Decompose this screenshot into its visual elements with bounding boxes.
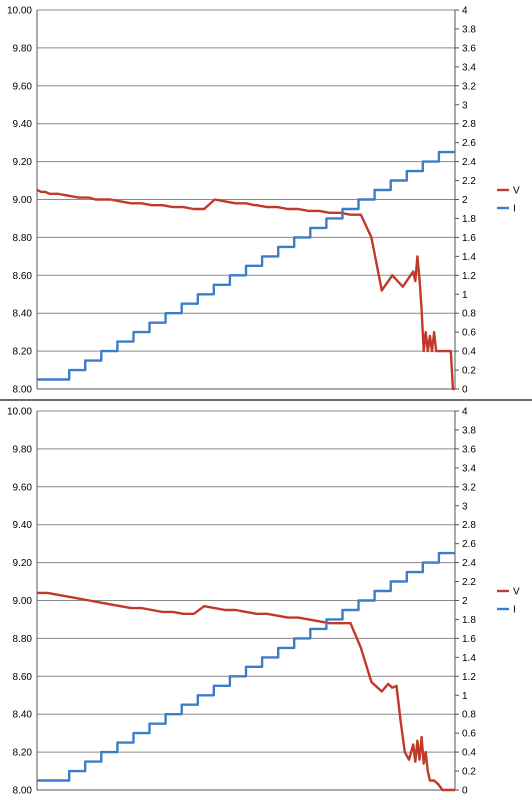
y-right-tick-label: 3.6 — [462, 43, 476, 54]
y-left-tick-label: 9.00 — [13, 195, 33, 206]
y-right-tick-label: 3.2 — [462, 81, 476, 92]
y-right-tick-label: 2.8 — [462, 119, 476, 130]
y-right-tick-label: 2.4 — [462, 558, 476, 569]
y-left-tick-label: 9.60 — [13, 482, 33, 493]
y-right-tick-label: 1.6 — [462, 634, 476, 645]
y-right-tick-label: 0.8 — [462, 309, 476, 320]
y-left-tick-label: 8.60 — [13, 672, 33, 683]
y-right-tick-label: 1.6 — [462, 233, 476, 244]
chart-panel-top: 8.00 8.20 8.40 8.60 8.80 9.00 9.20 9.40 9.60 9.80… — [0, 0, 532, 399]
y-left-tick-label: 9.20 — [13, 157, 33, 168]
y-right-tick-label: 3.8 — [462, 24, 476, 35]
chart-top-svg: 8.00 8.20 8.40 8.60 8.80 9.00 9.20 9.40 9.60 9.80… — [7, 6, 520, 396]
y-right-tick-label: 0.8 — [462, 710, 476, 721]
y-left-tick-label: 8.40 — [13, 710, 33, 721]
y-right-tick-label: 0.2 — [462, 767, 476, 778]
y-right-tick-label: 0.4 — [462, 748, 476, 759]
y-left-tick-label: 9.80 — [13, 43, 33, 54]
y-left-tick-label: 8.00 — [13, 786, 33, 797]
chart-bottom-svg: 8.00 8.20 8.40 8.60 8.80 9.00 9.20 9.40 9.60 9.80… — [7, 407, 520, 797]
y-left-tick-label: 8.60 — [13, 271, 33, 282]
legend-label-v: V — [513, 587, 520, 598]
series-line-v — [36, 188, 455, 391]
y-right-tick-label: 0.2 — [462, 366, 476, 377]
y-right-tick-label: 2.4 — [462, 157, 476, 168]
y-right-tick-label: 3.8 — [462, 425, 476, 436]
series-line-i — [37, 150, 455, 381]
y-right-tick-label: 2.6 — [462, 539, 476, 550]
y-left-tick-label: 8.40 — [13, 309, 33, 320]
y-right-tick-label: 0 — [462, 786, 468, 797]
y-right-tick-label: 3.4 — [462, 463, 476, 474]
y-right-tick-label: 2.2 — [462, 577, 476, 588]
y-right-tick-label: 0 — [462, 385, 468, 396]
y-right-tick-label: 3 — [462, 501, 468, 512]
y-left-tick-label: 9.20 — [13, 558, 33, 569]
y-right-tick-label: 2.2 — [462, 176, 476, 187]
y-right-tick-label: 2.6 — [462, 138, 476, 149]
y-left-tick-label: 10.00 — [7, 407, 32, 418]
y-right-tick-label: 1 — [462, 691, 468, 702]
legend-label-v: V — [513, 186, 520, 197]
chart-panel-bottom: 8.00 8.20 8.40 8.60 8.80 9.00 9.20 9.40 9.60 9.80… — [0, 401, 532, 800]
y-left-tick-label: 9.60 — [13, 81, 33, 92]
y-right-tick-label: 0.6 — [462, 729, 476, 740]
y-right-tick-label: 2.8 — [462, 520, 476, 531]
y-right-tick-label: 4 — [462, 407, 468, 418]
y-left-tick-label: 8.00 — [13, 385, 33, 396]
y-right-tick-label: 1.2 — [462, 672, 476, 683]
y-right-tick-label: 0.6 — [462, 328, 476, 339]
legend-label-i: I — [513, 605, 516, 616]
y-left-tick-label: 9.40 — [13, 119, 33, 130]
series-line-v — [37, 591, 455, 792]
y-right-tick-label: 1 — [462, 290, 468, 301]
y-right-tick-label: 0.4 — [462, 347, 476, 358]
y-right-tick-label: 4 — [462, 6, 468, 17]
y-right-tick-label: 3 — [462, 100, 468, 111]
panel-divider — [0, 399, 532, 401]
y-right-tick-label: 1.8 — [462, 214, 476, 225]
y-right-tick-label: 3.2 — [462, 482, 476, 493]
y-right-tick-label: 3.4 — [462, 62, 476, 73]
y-left-tick-label: 8.80 — [13, 634, 33, 645]
legend-label-i: I — [513, 204, 516, 215]
y-right-tick-label: 3.6 — [462, 444, 476, 455]
series-line-i — [37, 551, 455, 782]
y-left-tick-label: 9.00 — [13, 596, 33, 607]
y-right-tick-label: 2 — [462, 596, 468, 607]
y-left-tick-label: 10.00 — [7, 6, 32, 17]
y-right-tick-label: 1.4 — [462, 653, 476, 664]
y-left-tick-label: 9.80 — [13, 444, 33, 455]
y-left-tick-label: 9.40 — [13, 520, 33, 531]
y-right-tick-label: 1.8 — [462, 615, 476, 626]
y-right-tick-label: 1.2 — [462, 271, 476, 282]
y-left-tick-label: 8.20 — [13, 347, 33, 358]
y-right-tick-label: 2 — [462, 195, 468, 206]
y-right-tick-label: 1.4 — [462, 252, 476, 263]
y-left-tick-label: 8.20 — [13, 748, 33, 759]
y-left-tick-label: 8.80 — [13, 233, 33, 244]
